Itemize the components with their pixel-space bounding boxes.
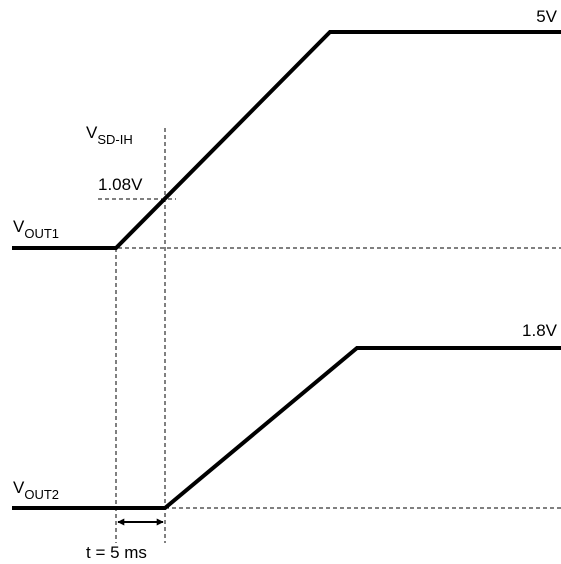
vout1-label: VOUT1 xyxy=(13,217,59,241)
vsd-ih-label: VSD-IH xyxy=(86,123,133,147)
vout2-label: VOUT2 xyxy=(13,478,59,502)
vout1-level-label: 5V xyxy=(536,7,557,26)
vout2-level-label: 1.8V xyxy=(522,321,558,340)
vout1-waveform xyxy=(12,30,561,250)
threshold-label: 1.08V xyxy=(98,175,143,194)
vout2-waveform xyxy=(12,346,561,510)
delay-label: t = 5 ms xyxy=(86,543,147,562)
